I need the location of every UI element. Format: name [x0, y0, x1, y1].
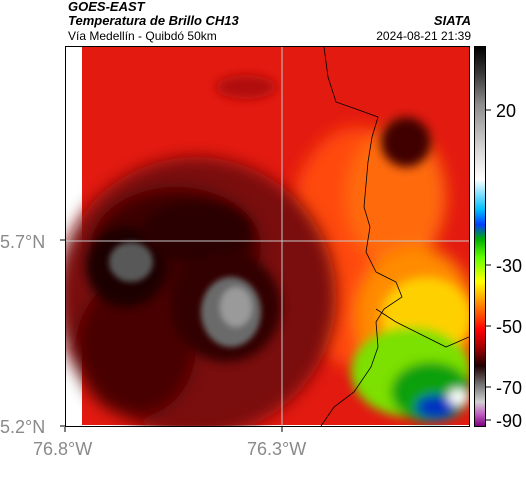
- brightness-field: [66, 47, 469, 426]
- colorbar-tick-label: -90: [496, 411, 523, 431]
- map-imagery: [66, 47, 469, 426]
- x-tick-label: 76.8°W: [33, 439, 93, 459]
- colorbar: [474, 46, 486, 427]
- satellite-title: GOES-EAST: [68, 0, 145, 14]
- y-tick-label: 5.2°N: [0, 417, 46, 437]
- colorbar-tick-label: -50: [496, 317, 523, 337]
- product-title: Temperatura de Brillo CH13: [68, 13, 239, 28]
- brand-label: SIATA: [433, 13, 471, 28]
- colorbar-tick-label: -30: [496, 256, 523, 276]
- region-subtitle: Vía Medellín - Quibdó 50km: [68, 29, 217, 43]
- x-tick-label: 76.3°W: [247, 439, 307, 459]
- map-gridlines: [66, 47, 469, 426]
- colorbar-tick-label: 20: [496, 101, 517, 121]
- timestamp-label: 2024-08-21 21:39: [376, 29, 471, 43]
- colorbar-gradient: [475, 47, 485, 426]
- y-tick-label: 5.7°N: [0, 232, 46, 252]
- administrative-boundary-east: [375, 308, 469, 348]
- colorbar-tick-label: -70: [496, 378, 523, 398]
- administrative-boundary: [320, 47, 403, 426]
- satellite-map[interactable]: [65, 46, 470, 427]
